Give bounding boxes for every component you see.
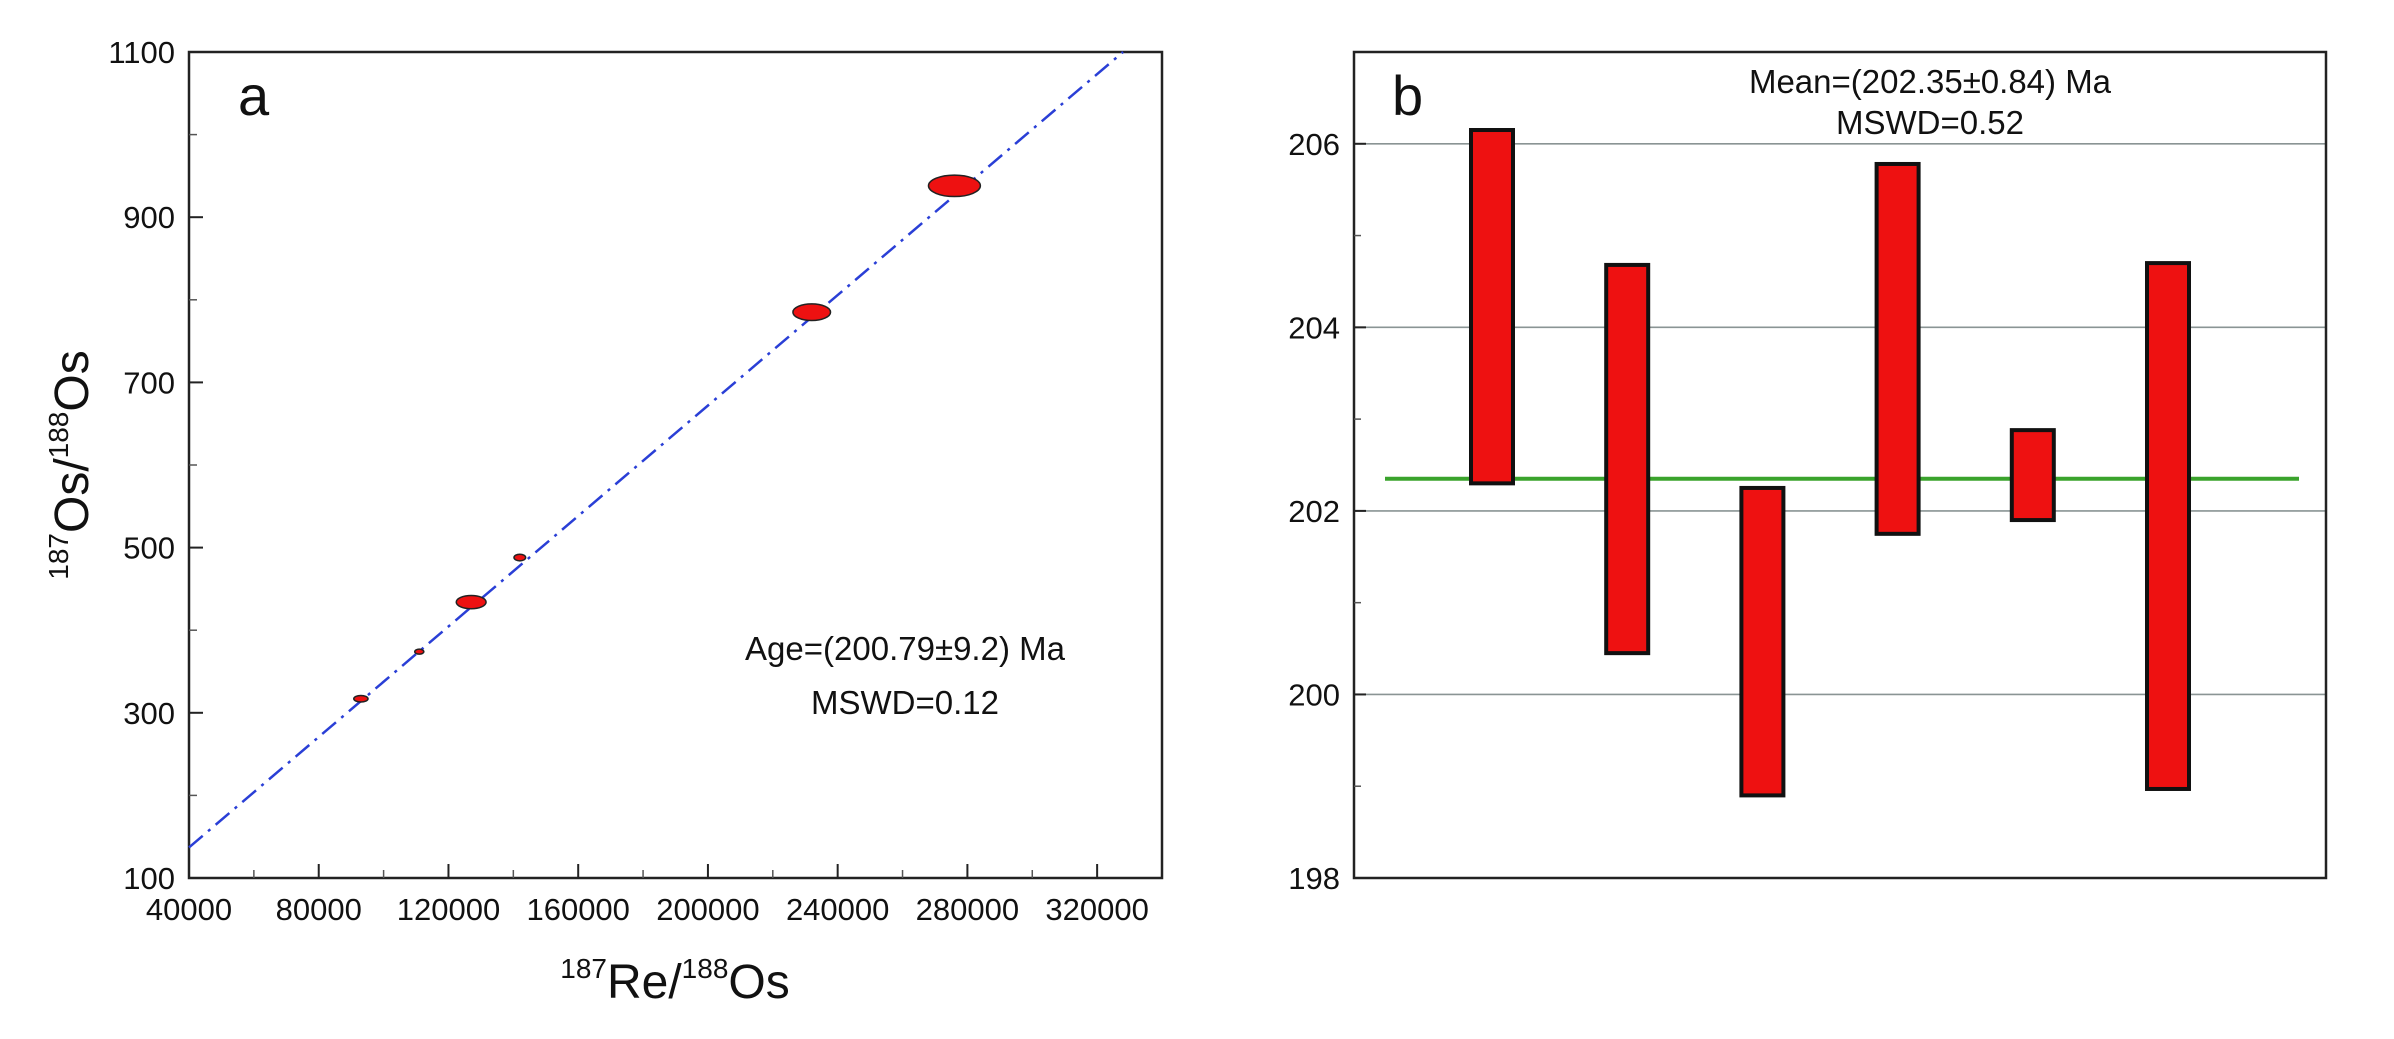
x-axis-title-sup2: 188	[682, 953, 729, 984]
age-bar	[1469, 128, 1515, 486]
y-tick-label: 198	[1288, 861, 1340, 896]
mean-annotation: Mean=(202.35±0.84) Ma	[1749, 63, 2112, 100]
panel-b-label: b	[1392, 64, 1423, 127]
data-point	[792, 303, 832, 322]
age-bar	[2145, 261, 2191, 791]
data-point	[353, 694, 369, 703]
y-tick-label: 204	[1288, 310, 1340, 345]
panel-b-frame	[1352, 50, 2328, 880]
mswd-annotation-b: MSWD=0.52	[1836, 104, 2024, 141]
age-annotation: Age=(200.79±9.2) Ma	[745, 630, 1066, 667]
data-points	[353, 174, 982, 703]
mswd-annotation-a: MSWD=0.12	[811, 684, 999, 721]
data-point	[513, 553, 527, 562]
y-axis-title: 187Os/188Os	[43, 350, 99, 579]
age-bar	[1874, 161, 1921, 536]
data-point	[413, 648, 425, 655]
y-tick-label: 206	[1288, 127, 1340, 162]
age-bars	[1469, 128, 2191, 798]
x-axis-title-main2: Os	[728, 956, 789, 1009]
panel-a-ticks: 40000 80000 120000 160000 200000 240000 280000…	[108, 35, 1149, 927]
panel-a-chart: 40000 80000 120000 160000 200000 240000 280000…	[43, 35, 1164, 1009]
x-axis-title: 187Re/188Os	[560, 953, 789, 1009]
y-tick-label: 300	[123, 696, 175, 731]
panel-a-label: a	[238, 64, 270, 127]
y-axis-title-main2: Os	[46, 350, 99, 411]
y-tick-label: 200	[1288, 677, 1340, 712]
y-tick-label: 1100	[108, 35, 175, 70]
age-bar	[1604, 262, 1651, 656]
x-tick-label: 120000	[397, 892, 500, 927]
age-bar	[1739, 485, 1786, 798]
y-tick-label: 500	[123, 531, 175, 566]
y-tick-label: 100	[123, 861, 175, 896]
x-tick-label: 80000	[276, 892, 362, 927]
data-point	[455, 594, 487, 610]
y-tick-label: 202	[1288, 494, 1340, 529]
x-tick-label: 200000	[656, 892, 759, 927]
age-bar	[2009, 428, 2056, 523]
y-tick-label: 900	[123, 200, 175, 235]
panel-a-plot-area	[187, 50, 1164, 880]
y-axis-title-main1: Os/	[46, 458, 99, 533]
x-tick-label: 160000	[526, 892, 629, 927]
x-axis-title-sup1: 187	[560, 953, 607, 984]
x-axis-title-main1: Re/	[607, 956, 682, 1009]
x-tick-label: 280000	[916, 892, 1019, 927]
x-tick-label: 240000	[786, 892, 889, 927]
y-tick-label: 700	[123, 365, 175, 400]
y-axis-title-sup2: 188	[43, 412, 74, 459]
data-point	[927, 174, 982, 198]
x-tick-label: 320000	[1045, 892, 1148, 927]
panel-b-ticks: 198 200 202 204 206	[1288, 127, 1366, 896]
x-tick-label: 40000	[146, 892, 232, 927]
y-axis-title-sup1: 187	[43, 533, 74, 580]
